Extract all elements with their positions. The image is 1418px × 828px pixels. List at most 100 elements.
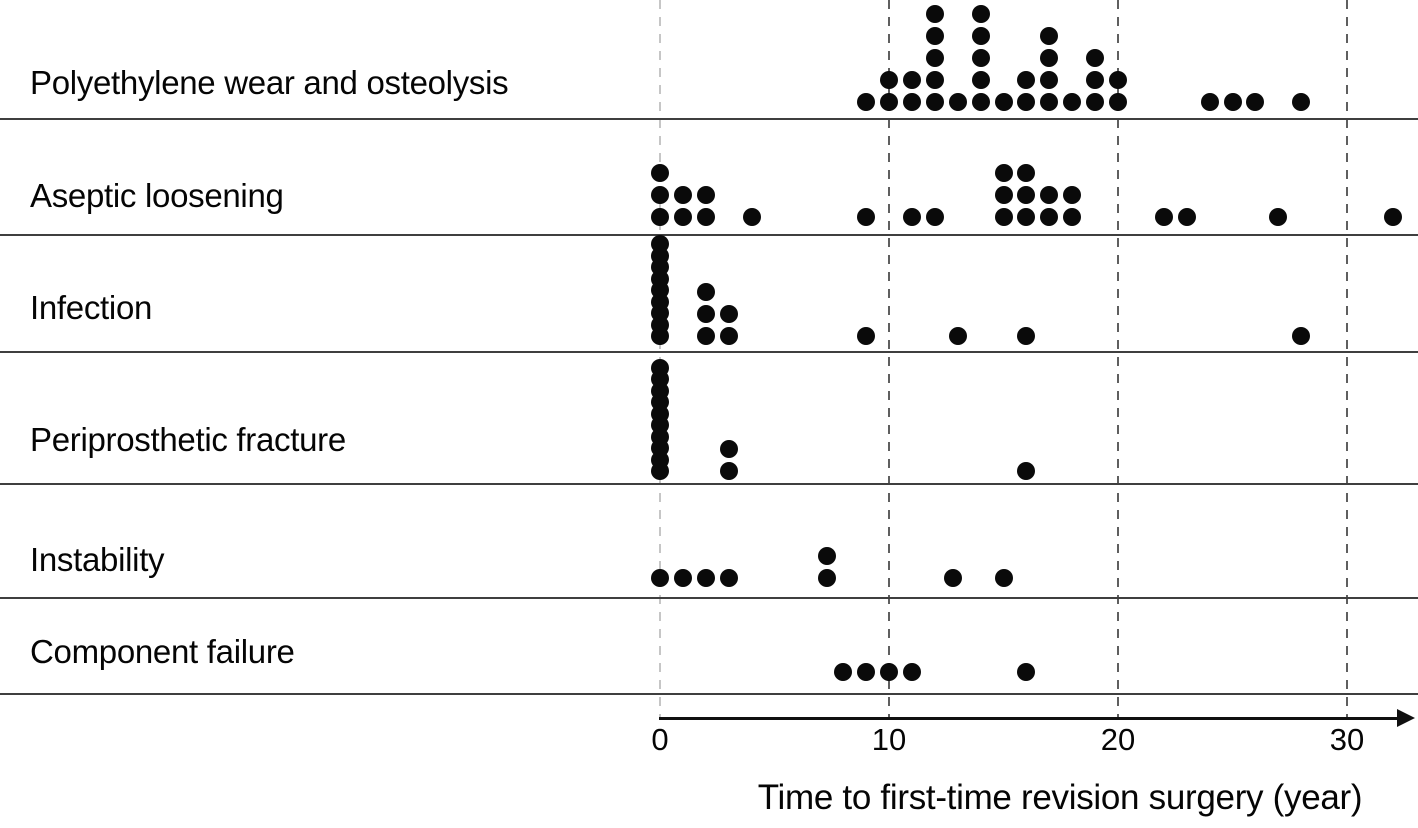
row-divider (0, 351, 1418, 353)
data-dot (696, 569, 715, 587)
data-dot (948, 93, 967, 111)
data-dot (925, 27, 944, 45)
data-dot (818, 569, 837, 587)
x-axis-arrowhead-icon (1397, 709, 1415, 727)
data-dot (880, 71, 898, 89)
data-dot (673, 569, 692, 587)
x-axis-title: Time to first-time revision surgery (yea… (757, 778, 1363, 817)
data-dot (902, 663, 921, 681)
category-label: Component failure (30, 633, 295, 670)
data-dot (1109, 71, 1127, 89)
data-dot (1086, 49, 1105, 67)
data-dot (651, 569, 669, 587)
data-dot (818, 547, 837, 565)
data-dot (880, 93, 898, 111)
data-dot (1177, 208, 1196, 226)
category-label: Instability (30, 541, 165, 578)
data-dot (1017, 208, 1036, 226)
gridline-20 (1117, 0, 1119, 718)
row-divider (0, 483, 1418, 485)
data-dot (1017, 71, 1036, 89)
data-dot (651, 208, 669, 226)
data-dot (696, 186, 715, 204)
data-dot (651, 235, 669, 253)
data-dot (902, 208, 921, 226)
data-dot (1040, 71, 1059, 89)
data-dot (719, 305, 738, 323)
data-dot (1017, 93, 1036, 111)
data-dot (1040, 186, 1059, 204)
data-dot (971, 27, 990, 45)
data-dot (971, 5, 990, 23)
data-dot (1017, 663, 1036, 681)
data-dot (902, 93, 921, 111)
row-divider (0, 597, 1418, 599)
data-dot (696, 208, 715, 226)
data-dot (834, 663, 853, 681)
data-dot (1040, 49, 1059, 67)
data-dot (994, 186, 1013, 204)
data-dot (696, 283, 715, 301)
x-tick-label: 10 (871, 722, 907, 757)
data-dot (1154, 208, 1173, 226)
data-dot (944, 569, 963, 587)
x-tick-label: 30 (1329, 722, 1365, 757)
data-dot (1017, 462, 1036, 480)
data-dot (1383, 208, 1402, 226)
row-divider (0, 118, 1418, 120)
data-dot (742, 208, 761, 226)
data-dot (857, 327, 876, 345)
data-dot (696, 327, 715, 345)
category-label: Aseptic loosening (30, 177, 284, 214)
data-dot (1063, 93, 1082, 111)
data-dot (1017, 164, 1036, 182)
category-label: Periprosthetic fracture (30, 421, 346, 458)
row-divider (0, 234, 1418, 236)
data-dot (1200, 93, 1219, 111)
data-dot (994, 93, 1013, 111)
x-tick-label: 0 (651, 722, 669, 757)
data-dot (1109, 93, 1127, 111)
data-dot (719, 462, 738, 480)
data-dot (673, 186, 692, 204)
data-dot (925, 71, 944, 89)
data-dot (651, 164, 669, 182)
gridline-10 (888, 0, 890, 718)
x-tick-label: 20 (1100, 722, 1136, 757)
data-dot (857, 208, 876, 226)
data-dot (651, 358, 669, 377)
data-dot (857, 93, 876, 111)
data-dot (1017, 327, 1036, 345)
data-dot (925, 208, 944, 226)
data-dot (994, 208, 1013, 226)
data-dot (925, 93, 944, 111)
data-dot (994, 164, 1013, 182)
data-dot (673, 208, 692, 226)
data-dot (925, 49, 944, 67)
row-divider (0, 693, 1418, 695)
data-dot (971, 49, 990, 67)
data-dot (651, 186, 669, 204)
data-dot (857, 663, 876, 681)
gridline-30 (1346, 0, 1348, 718)
data-dot (719, 440, 738, 458)
data-dot (971, 93, 990, 111)
data-dot (1017, 186, 1036, 204)
x-axis-line (659, 717, 1398, 720)
data-dot (1246, 93, 1265, 111)
data-dot (1063, 186, 1082, 204)
data-dot (1063, 208, 1082, 226)
data-dot (1040, 27, 1059, 45)
category-label: Polyethylene wear and osteolysis (30, 64, 509, 101)
data-dot (1040, 93, 1059, 111)
data-dot (925, 5, 944, 23)
data-dot (948, 327, 967, 345)
data-dot (1040, 208, 1059, 226)
data-dot (1292, 93, 1311, 111)
data-dot (719, 327, 738, 345)
data-dot (1086, 93, 1105, 111)
data-dot (1269, 208, 1288, 226)
data-dot (696, 305, 715, 323)
data-dot (719, 569, 738, 587)
